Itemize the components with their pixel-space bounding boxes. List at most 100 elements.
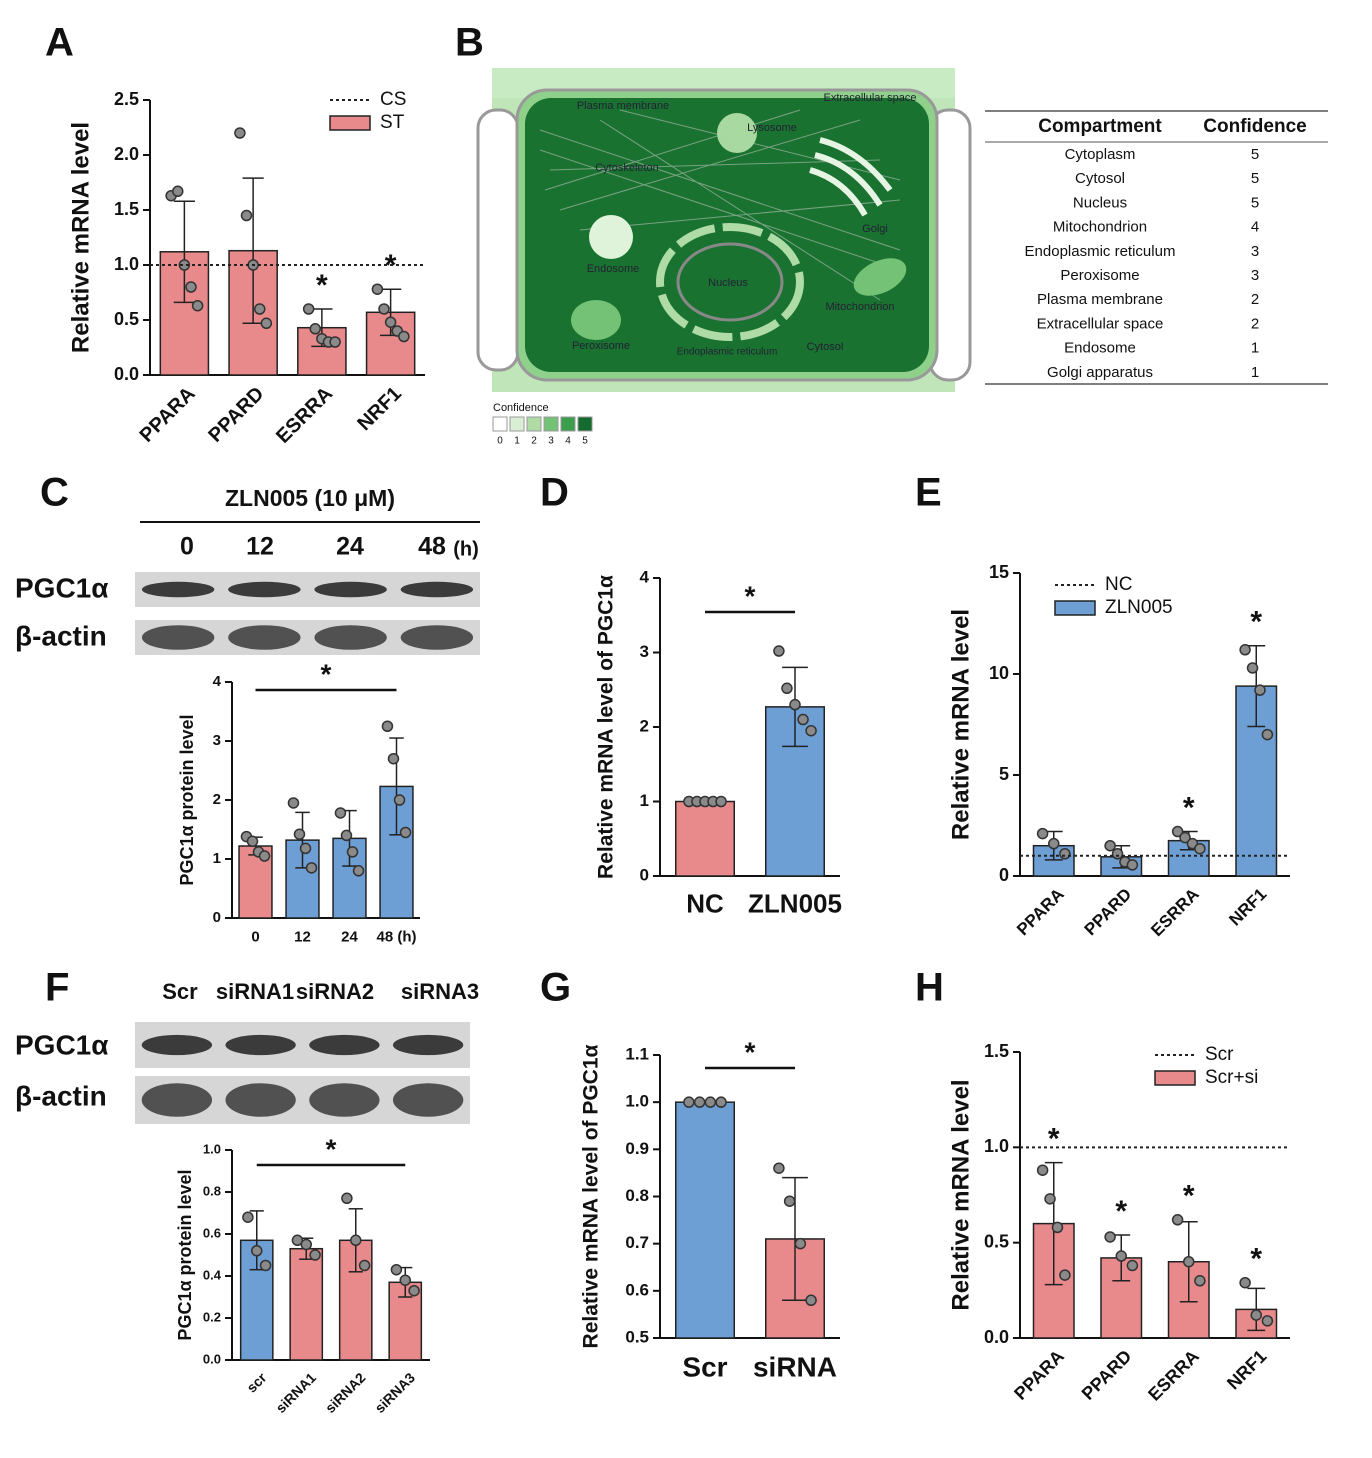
y-tick-label: 4	[640, 567, 650, 586]
blot-band	[314, 625, 387, 650]
x-tick-label: siRNA1	[272, 1369, 319, 1416]
y-tick-label: 2.5	[114, 89, 139, 109]
x-tick-label: PPARD	[204, 383, 268, 447]
endosome	[589, 215, 633, 259]
legend-swatch	[1054, 600, 1096, 616]
y-tick-label: 2	[213, 791, 221, 808]
significance: *	[1183, 791, 1195, 824]
data-point	[1239, 644, 1251, 656]
data-point	[287, 797, 300, 809]
y-tick-label: 1.0	[625, 1092, 649, 1111]
lane-label: siRNA1	[216, 979, 294, 1004]
blot-band	[400, 581, 474, 598]
data-point	[1183, 1255, 1195, 1268]
cell-label: Cytoskeleton	[595, 162, 659, 174]
data-point	[260, 317, 273, 330]
panel-label: G	[540, 966, 571, 1010]
y-tick-label: 2.0	[114, 144, 139, 164]
data-point	[408, 1284, 420, 1297]
legend-swatch	[1154, 1070, 1196, 1086]
data-point	[789, 698, 801, 711]
cell-label: Golgi	[862, 223, 888, 235]
significance: *	[1183, 1180, 1195, 1213]
table-cell: Plasma membrane	[1037, 291, 1163, 308]
legend-swatch	[509, 416, 525, 432]
x-tick-label: NRF1	[353, 383, 405, 435]
cytosol	[525, 98, 929, 372]
data-point	[240, 209, 253, 222]
legend-level: 2	[531, 436, 537, 447]
cell-label: Cytosol	[807, 341, 844, 353]
bar	[675, 1101, 735, 1339]
significance: *	[321, 658, 332, 689]
blot-band	[309, 1083, 380, 1117]
table-cell: Endoplasmic reticulum	[1025, 243, 1176, 260]
data-point	[253, 303, 266, 315]
data-point	[1059, 1269, 1071, 1281]
data-point	[704, 1096, 717, 1108]
data-point	[234, 127, 246, 139]
panel-label: F	[45, 966, 69, 1010]
data-point	[1239, 1276, 1251, 1289]
data-point	[715, 795, 727, 808]
mitochondrion	[853, 258, 907, 296]
x-tick-label: ESRRA	[272, 383, 337, 448]
y-axis-label: Relative mRNA level	[67, 122, 94, 353]
significance: *	[1250, 1243, 1262, 1276]
panel-label: A	[45, 21, 74, 65]
legend-label: Scr	[1205, 1044, 1234, 1065]
data-point	[1194, 1275, 1206, 1287]
blot-band	[228, 625, 301, 650]
legend-title: Confidence	[493, 402, 549, 414]
data-point	[1104, 839, 1116, 852]
x-tick-label: siRNA3	[371, 1369, 418, 1416]
blot-band	[141, 1083, 213, 1117]
x-tick-label: PPARD	[1078, 1346, 1136, 1404]
y-tick-label: 0.6	[203, 1225, 221, 1240]
data-point	[378, 303, 390, 315]
legend-swatch	[577, 416, 593, 432]
y-tick-label: 1.5	[114, 199, 139, 219]
significance: *	[1115, 1195, 1127, 1228]
data-point	[340, 829, 353, 842]
x-tick-label: NRF1	[1225, 885, 1270, 930]
panel-label: D	[540, 471, 569, 515]
x-tick-label: 0	[251, 928, 259, 945]
lane-label: 48	[418, 533, 446, 561]
data-point	[783, 1195, 796, 1207]
data-point	[1104, 1231, 1116, 1243]
data-point	[1051, 1221, 1064, 1234]
y-tick-label: 0.2	[203, 1309, 221, 1324]
data-point	[797, 713, 809, 726]
legend-label: CS	[380, 89, 406, 110]
table-cell: Cytosol	[1075, 170, 1125, 187]
neighbor-cell	[476, 108, 520, 372]
cell-label: Endosome	[587, 263, 640, 275]
data-point	[341, 1192, 353, 1205]
golgi	[809, 137, 893, 217]
lysosome	[717, 113, 757, 153]
data-point	[398, 330, 410, 343]
data-point	[259, 1259, 272, 1272]
table-cell: Extracellular space	[1037, 315, 1164, 332]
data-point	[693, 1096, 706, 1108]
table-cell: 1	[1251, 364, 1259, 381]
blot-band	[309, 1034, 380, 1056]
data-point	[1048, 837, 1060, 850]
table-cell: Endosome	[1064, 340, 1136, 357]
data-point	[773, 1162, 785, 1174]
significance: *	[745, 1036, 756, 1067]
data-point	[1115, 1250, 1127, 1262]
legend-label: ST	[380, 112, 405, 133]
significance: *	[1250, 606, 1262, 639]
blot-band	[141, 581, 215, 598]
data-point	[683, 1096, 695, 1108]
data-point	[781, 682, 793, 695]
blot-band	[141, 1034, 213, 1056]
legend-label: Scr+si	[1205, 1067, 1258, 1088]
data-point	[1126, 859, 1139, 871]
data-point	[300, 1238, 312, 1251]
data-point	[773, 645, 785, 657]
legend-swatch	[560, 416, 576, 432]
